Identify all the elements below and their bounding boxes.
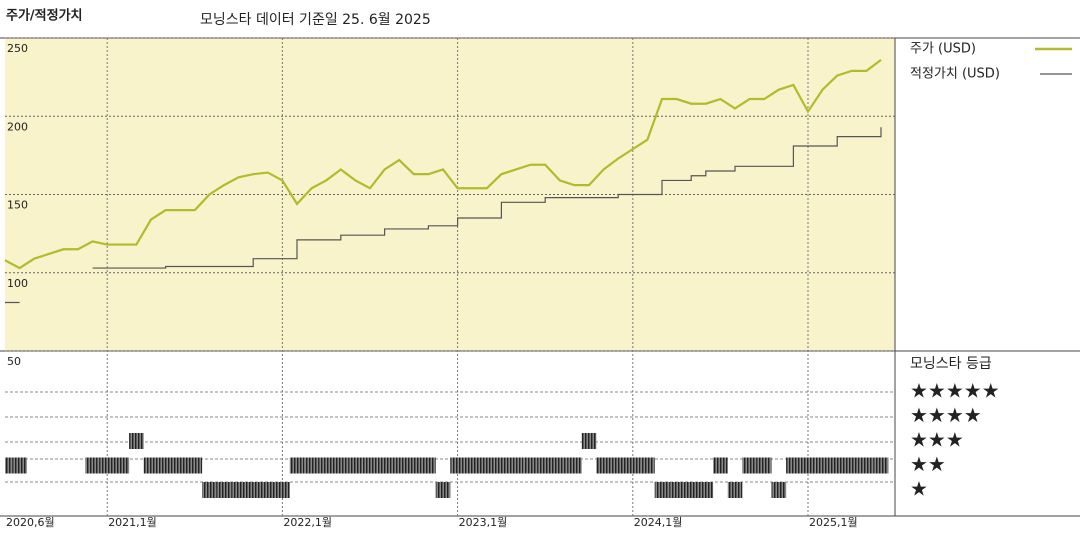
rating-bar <box>114 457 130 474</box>
rating-label: ★ <box>910 477 928 501</box>
x-tick-label: 2023,1월 <box>459 516 508 529</box>
rating-bar <box>129 433 144 449</box>
rating-bar <box>187 457 203 474</box>
rating-bar <box>742 457 757 474</box>
rating-bar <box>348 457 363 474</box>
rating-bar <box>172 457 188 474</box>
rating-bar <box>464 457 480 474</box>
rating-bar <box>450 457 465 474</box>
rating-bar <box>85 457 100 474</box>
rating-bar <box>654 482 670 498</box>
rating-bar <box>625 457 641 474</box>
rating-bar <box>158 457 173 474</box>
y-tick-label: 50 <box>7 355 21 368</box>
rating-bar <box>508 457 524 474</box>
chart-subtitle: 모닝스타 데이터 기준일 25. 6월 2025 <box>200 12 431 28</box>
rating-bar <box>231 482 246 498</box>
rating-bar <box>12 457 27 474</box>
rating-bar <box>143 457 159 474</box>
rating-bar <box>669 482 684 498</box>
chart-title: 주가/적정가치 <box>6 8 83 24</box>
x-tick-label: 2021,1월 <box>108 516 157 529</box>
y-tick-label: 150 <box>7 199 28 212</box>
legend-label: 적정가치 (USD) <box>910 67 1000 82</box>
y-tick-label: 250 <box>7 42 28 55</box>
rating-bar <box>844 457 860 474</box>
rating-bar <box>275 482 290 498</box>
rating-bar <box>537 457 553 474</box>
rating-bar <box>683 482 699 498</box>
rating-bar <box>406 457 422 474</box>
rating-bar <box>698 482 714 498</box>
series-line <box>5 127 882 304</box>
rating-bar <box>260 482 276 498</box>
rating-bar <box>859 457 874 474</box>
x-tick-label: 2022,1월 <box>283 516 332 529</box>
rating-bar <box>435 482 451 498</box>
rating-bar <box>99 457 115 474</box>
rating-bar <box>800 457 816 474</box>
rating-bar <box>815 457 830 474</box>
rating-bar <box>713 457 728 474</box>
rating-label: ★★★★ <box>910 403 982 427</box>
rating-label: ★★ <box>910 452 946 476</box>
rating-bar <box>421 457 436 474</box>
rating-bar <box>479 457 495 474</box>
rating-bar <box>640 457 655 474</box>
rating-bar <box>610 457 626 474</box>
y-tick-label: 100 <box>7 277 28 290</box>
rating-bar <box>727 482 743 498</box>
rating-bar <box>202 482 217 498</box>
rating-bar <box>362 457 378 474</box>
rating-bar <box>216 482 232 498</box>
rating-bar <box>567 457 582 474</box>
rating-bar <box>873 457 889 474</box>
legend-label: 주가 (USD) <box>910 42 976 57</box>
rating-label: ★★★★★ <box>910 379 1000 403</box>
rating-title: 모닝스타 등급 <box>910 356 992 372</box>
x-tick-label: 2025,1월 <box>809 516 858 529</box>
rating-bar <box>786 457 801 474</box>
rating-bar <box>245 482 261 498</box>
rating-bar <box>304 457 319 474</box>
rating-bar <box>552 457 568 474</box>
x-tick-label: 2020,6월 <box>6 516 55 529</box>
x-tick-label: 2024,1월 <box>634 516 683 529</box>
rating-bar <box>771 482 787 498</box>
rating-bar <box>523 457 538 474</box>
y-tick-label: 200 <box>7 120 28 133</box>
rating-label: ★★★ <box>910 428 964 452</box>
rating-bar <box>391 457 407 474</box>
rating-bar <box>581 433 597 449</box>
rating-bar <box>5 457 13 474</box>
series-line <box>4 59 882 270</box>
rating-bar <box>333 457 349 474</box>
rating-bar <box>289 457 305 474</box>
rating-bar <box>596 457 611 474</box>
rating-bar <box>494 457 509 474</box>
rating-bar <box>318 457 334 474</box>
rating-bar <box>829 457 845 474</box>
rating-bar <box>756 457 772 474</box>
rating-bar <box>377 457 392 474</box>
